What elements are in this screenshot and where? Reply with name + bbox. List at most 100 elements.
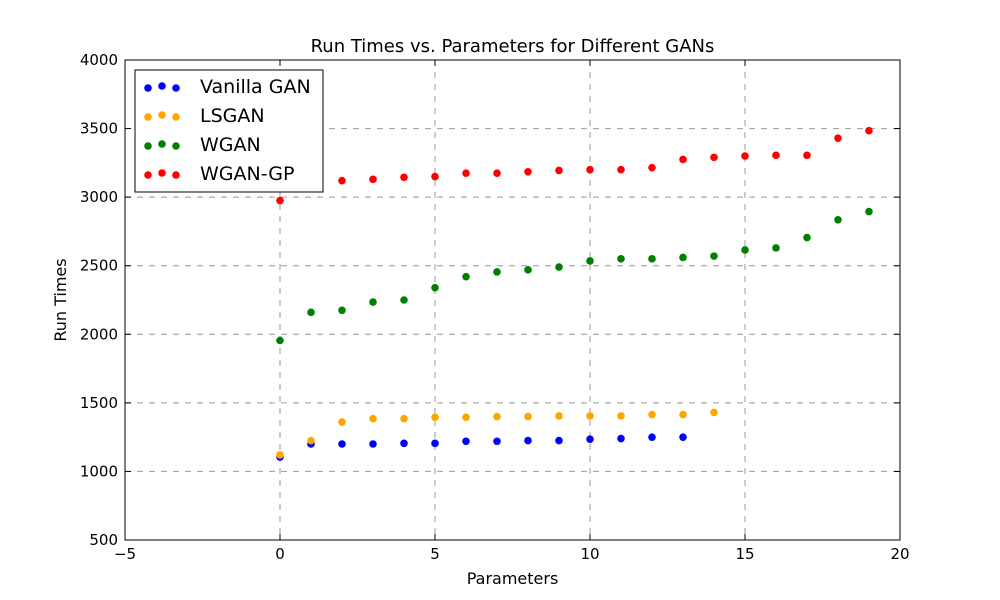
point-lsgan	[307, 436, 315, 445]
point-wgan-gp	[338, 176, 346, 185]
point-wgan	[431, 283, 439, 292]
point-wgan-gp	[679, 155, 687, 164]
point-wgan-gp	[400, 173, 408, 182]
point-wgan	[710, 252, 718, 260]
point-lsgan	[586, 412, 594, 420]
axis-ticks: −5 0 5 10 15 20 500 1000 1500 2000 2500 3000 3500 400…	[80, 51, 910, 563]
legend-marker-wgan	[144, 142, 152, 150]
point-lsgan	[276, 451, 284, 459]
point-wgan-gp	[524, 167, 532, 176]
legend-marker-lsgan	[158, 111, 166, 119]
point-wgan	[276, 336, 284, 345]
y-tick-label: 4000	[80, 51, 118, 69]
point-lsgan	[679, 410, 687, 419]
point-wgan-gp	[648, 163, 656, 172]
point-wgan	[834, 215, 842, 224]
point-wgan	[462, 272, 470, 281]
x-tick-label: 5	[430, 545, 440, 563]
legend: Vanilla GAN LSGAN WGAN WGAN-GP	[134, 69, 324, 193]
point-lsgan	[617, 412, 625, 420]
point-wgan-gp	[617, 165, 625, 174]
point-wgan	[586, 257, 594, 265]
legend-marker-wgan-gp	[144, 171, 152, 179]
point-wgan-gp	[493, 169, 501, 177]
point-lsgan	[338, 418, 346, 426]
legend-marker-wgan	[158, 140, 166, 148]
point-wgan-gp	[276, 196, 284, 205]
point-wgan-gp	[834, 134, 842, 142]
point-wgan	[493, 268, 501, 276]
chart-title: Run Times vs. Parameters for Different G…	[311, 36, 715, 57]
x-tick-label: 10	[580, 545, 599, 563]
legend-marker-lsgan	[144, 113, 152, 121]
point-lsgan	[400, 414, 408, 423]
legend-marker-vanilla-gan	[172, 84, 180, 92]
data-points	[276, 126, 873, 461]
point-lsgan	[493, 412, 501, 421]
point-vanilla-gan	[400, 439, 408, 448]
legend-label-lsgan: LSGAN	[200, 105, 265, 127]
point-vanilla-gan	[431, 439, 439, 448]
point-wgan	[555, 263, 563, 271]
legend-label-wgan: WGAN	[200, 134, 261, 156]
x-tick-label: 15	[735, 545, 754, 563]
point-vanilla-gan	[524, 436, 532, 445]
point-wgan	[741, 246, 749, 254]
legend-label-wgan-gp: WGAN-GP	[200, 163, 294, 185]
point-vanilla-gan	[679, 433, 687, 441]
legend-label-vanilla-gan: Vanilla GAN	[200, 76, 311, 98]
point-wgan	[338, 306, 346, 315]
point-wgan	[648, 255, 656, 263]
point-vanilla-gan	[462, 437, 470, 446]
y-tick-label: 3500	[80, 120, 118, 138]
point-vanilla-gan	[648, 433, 656, 441]
point-vanilla-gan	[338, 440, 346, 448]
point-lsgan	[710, 408, 718, 417]
point-vanilla-gan	[586, 435, 594, 444]
y-tick-label: 3000	[80, 188, 118, 206]
point-wgan	[679, 253, 687, 262]
x-axis-title: Parameters	[467, 569, 559, 588]
point-wgan-gp	[431, 172, 439, 181]
point-wgan	[400, 296, 408, 304]
point-wgan	[369, 298, 377, 306]
plot-frame	[124, 59, 901, 541]
point-wgan	[803, 233, 811, 242]
legend-box	[134, 69, 324, 193]
legend-marker-wgan-gp	[158, 169, 166, 177]
point-lsgan	[369, 414, 377, 423]
point-lsgan	[555, 412, 563, 420]
point-wgan	[307, 308, 315, 317]
point-lsgan	[648, 410, 656, 419]
point-wgan-gp	[369, 175, 377, 184]
point-wgan-gp	[772, 151, 780, 160]
y-tick-label: 500	[89, 531, 118, 549]
y-tick-label: 1500	[80, 394, 118, 412]
point-wgan	[524, 266, 532, 274]
point-wgan-gp	[710, 153, 718, 162]
point-wgan-gp	[741, 152, 749, 160]
legend-marker-vanilla-gan	[158, 82, 166, 90]
legend-marker-wgan-gp	[172, 171, 180, 179]
y-tick-label: 1000	[80, 462, 118, 480]
y-tick-label: 2000	[80, 325, 118, 343]
point-vanilla-gan	[493, 437, 501, 446]
point-wgan	[772, 244, 780, 252]
legend-marker-wgan	[172, 142, 180, 150]
point-lsgan	[462, 413, 470, 422]
point-wgan-gp	[803, 151, 811, 160]
y-axis-title: Run Times	[51, 258, 70, 341]
y-tick-label: 2500	[80, 257, 118, 275]
point-vanilla-gan	[369, 440, 377, 448]
point-wgan-gp	[555, 166, 563, 175]
point-lsgan	[431, 413, 439, 422]
x-tick-label: 20	[890, 545, 909, 563]
point-vanilla-gan	[555, 436, 563, 445]
point-wgan-gp	[586, 165, 594, 174]
legend-marker-lsgan	[172, 113, 180, 121]
x-tick-label: 0	[275, 545, 285, 563]
point-wgan	[617, 255, 625, 263]
point-lsgan	[524, 412, 532, 421]
point-wgan-gp	[462, 169, 470, 177]
